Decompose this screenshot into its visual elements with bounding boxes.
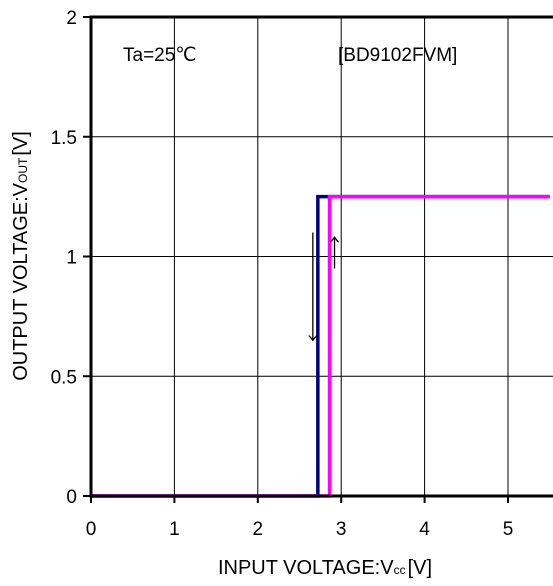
y-axis-title: OUTPUT VOLTAGE:VOUT [V] [10,131,32,381]
x-tick-label-0: 0 [86,519,97,540]
y-axis-title-main: OUTPUT VOLTAGE:V [10,182,32,380]
annotation-part-number: [BD9102FVM] [338,45,457,66]
x-axis-title-unit: [V] [408,557,432,579]
grid [91,17,553,496]
x-tick-label-1: 1 [169,519,180,540]
arrows-group [313,232,335,341]
x-tick-label-5: 5 [503,519,514,540]
y-axis-title-unit: [V] [10,131,32,155]
y-tick-label-2: 1 [66,248,77,269]
annotation-temperature: Ta=25℃ [123,45,197,66]
x-tick-label-4: 4 [419,519,430,540]
x-tick-label-3: 3 [336,519,347,540]
y-axis-title-sub: OUT [16,157,30,183]
y-tick-label-0: 0 [66,487,77,508]
tick-labels: 0 1 2 3 4 5 0 0.5 1 1.5 2 [51,8,514,540]
x-axis-title-sub: cc [394,563,406,577]
x-axis-title: INPUT VOLTAGE:Vcc [V] [218,557,432,579]
y-tick-label-4: 2 [66,8,77,29]
x-axis-title-main: INPUT VOLTAGE:V [218,557,394,579]
y-tick-label-1: 0.5 [51,367,77,388]
y-tick-label-3: 1.5 [51,128,77,149]
x-tick-label-2: 2 [253,519,264,540]
